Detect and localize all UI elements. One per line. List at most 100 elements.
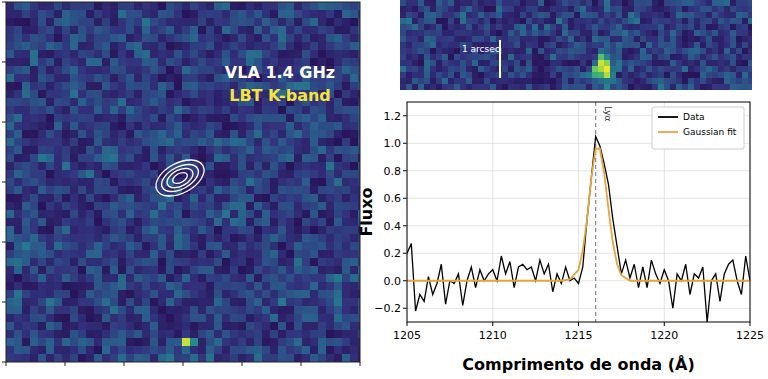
pixel [182,330,190,338]
pixel [222,266,230,274]
pixel [86,18,94,26]
pixel [278,50,286,58]
pixel [6,258,14,266]
pixel [38,90,46,98]
pixel [254,34,262,42]
pixel [326,346,334,354]
pixel [254,10,262,18]
pixel [302,154,310,162]
pixel [302,250,310,258]
pixel [102,242,110,250]
pixel [134,298,142,306]
pixel [70,90,78,98]
pixel [182,122,190,130]
pixel [310,202,318,210]
pixel [14,130,22,138]
pixel [62,274,70,282]
pixel [158,282,166,290]
pixel [198,58,206,66]
pixel [334,306,342,314]
pixel [350,258,358,266]
pixel [62,138,70,146]
pixel [134,10,142,18]
pixel [6,346,14,354]
pixel [54,58,62,66]
pixel [126,74,134,82]
pixel [6,122,14,130]
pixel [126,82,134,90]
pixel [94,18,102,26]
pixel [286,34,294,42]
pixel [110,50,118,58]
pixel [334,90,342,98]
pixel [342,18,350,26]
pixel [54,82,62,90]
pixel [302,50,310,58]
pixel [350,322,358,330]
pixel [190,218,198,226]
pixel [62,10,70,18]
pixel [302,258,310,266]
pixel [126,290,134,298]
pixel [286,178,294,186]
pixel [190,130,198,138]
pixel [350,290,358,298]
pixel [14,250,22,258]
pixel [134,154,142,162]
pixel [102,306,110,314]
pixel [6,154,14,162]
pixel [6,186,14,194]
pixel [182,226,190,234]
pixel [270,226,278,234]
pixel [198,354,206,362]
pixel [22,202,30,210]
pixel [310,306,318,314]
pixel [310,354,318,362]
pixel [118,90,126,98]
pixel [230,354,238,362]
pixel [198,138,206,146]
pixel [134,290,142,298]
pixel [222,346,230,354]
pixel [78,306,86,314]
pixel [238,242,246,250]
pixel [222,258,230,266]
pixel [350,10,358,18]
pixel [262,258,270,266]
pixel [278,218,286,226]
pixel [198,234,206,242]
pixel [158,2,166,10]
pixel [86,266,94,274]
pixel [342,346,350,354]
pixel [102,10,110,18]
pixel [222,314,230,322]
pixel [38,186,46,194]
pixel [22,90,30,98]
pixel [6,58,14,66]
pixel [134,274,142,282]
pixel [78,226,86,234]
pixel [254,178,262,186]
pixel [102,210,110,218]
pixel [86,42,94,50]
pixel [22,266,30,274]
pixel [222,42,230,50]
pixel [110,34,118,42]
pixel [78,154,86,162]
pixel [54,322,62,330]
pixel [110,306,118,314]
pixel [158,66,166,74]
pixel [110,130,118,138]
pixel [342,202,350,210]
pixel [206,210,214,218]
pixel [150,114,158,122]
pixel [134,322,142,330]
pixel [270,170,278,178]
pixel [182,210,190,218]
pixel [182,170,190,178]
pixel [6,210,14,218]
pixel [22,338,30,346]
pixel [214,106,222,114]
pixel [174,234,182,242]
pixel [70,50,78,58]
